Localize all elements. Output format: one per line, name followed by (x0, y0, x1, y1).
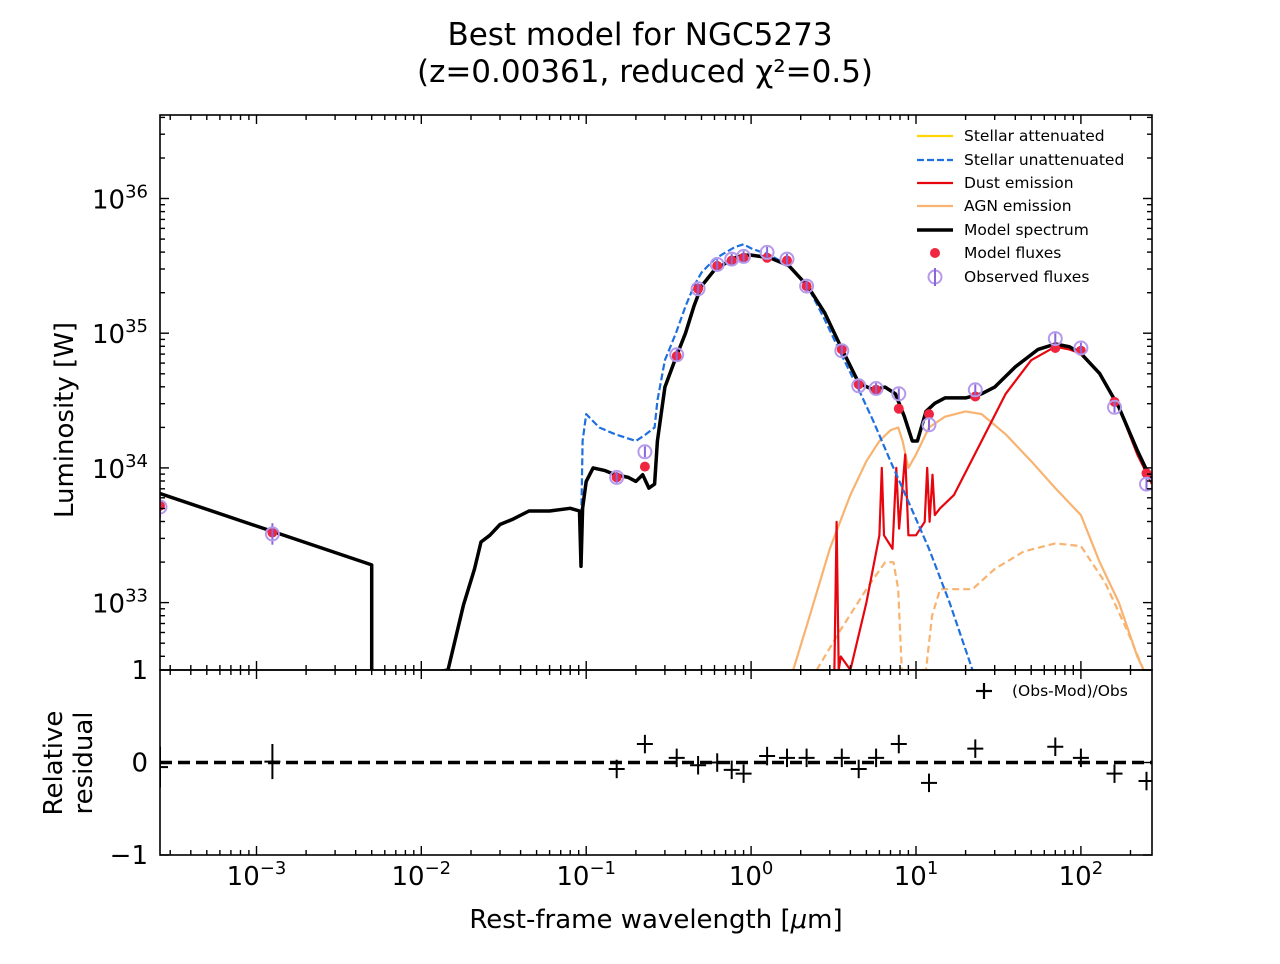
y-tick-label: 1036 (92, 182, 148, 216)
residual-plot-area (160, 734, 1152, 793)
observed-flux-point (1073, 340, 1089, 356)
model-flux-point (639, 461, 650, 472)
model-flux-point (893, 403, 904, 414)
chart-subtitle: (z=0.00361, reduced χ²=0.5) (417, 54, 873, 90)
y-tick-label: 1034 (92, 451, 148, 485)
y-tick-label: 1033 (92, 586, 148, 620)
observed-flux-point (709, 257, 725, 272)
observed-flux-point (851, 378, 867, 394)
y-tick-label: 1035 (92, 316, 148, 350)
observed-flux-point (690, 281, 706, 297)
legend-label-agn-emission: AGN emission (964, 197, 1072, 215)
y-axis-label: Luminosity [W] (50, 322, 80, 518)
stellar-unattenuated-line (579, 243, 974, 670)
observed-flux-point (921, 417, 937, 433)
observed-flux-point (868, 381, 884, 396)
residual-y-label-line1: Relative (39, 711, 69, 816)
observed-flux-point (967, 382, 983, 398)
model-spectrum-line (160, 253, 1152, 670)
x-tick-label: 10−2 (391, 858, 451, 892)
observed-flux-point (264, 526, 280, 542)
x-axis-label-mu: μ (790, 905, 808, 935)
x-axis-label-prefix: Rest-frame wavelength [ (469, 905, 790, 935)
legend-label-residual: (Obs-Mod)/Obs (1012, 682, 1128, 700)
legend-label-observed-fluxes: Observed fluxes (964, 268, 1089, 286)
residual-tick-label: 1 (131, 656, 148, 686)
legend-label-stellar-attenuated: Stellar attenuated (964, 127, 1105, 145)
observed-flux-point (160, 499, 168, 515)
x-tick-label: 10−3 (227, 858, 287, 892)
x-tick-label: 100 (729, 858, 774, 892)
legend-label-model-spectrum: Model spectrum (964, 221, 1089, 239)
observed-flux-point (1139, 476, 1152, 492)
observed-flux-point (637, 444, 653, 460)
x-tick-label: 102 (1059, 858, 1104, 892)
residual-y-label-line2: residual (69, 711, 99, 814)
agn-emission-dashed-line (815, 542, 1145, 670)
x-axis-label-suffix: m] (807, 905, 842, 935)
chart-title: Best model for NGC5273 (447, 17, 832, 53)
observed-flux-point (1047, 331, 1063, 347)
observed-flux-point (609, 469, 625, 485)
model-flux-point (1141, 468, 1152, 479)
x-tick-label: 10−1 (556, 858, 616, 892)
x-tick-label: 101 (894, 858, 939, 892)
observed-flux-point (799, 278, 815, 294)
observed-flux-point (759, 244, 775, 260)
observed-flux-point (779, 251, 795, 267)
residual-tick-label: −1 (110, 841, 148, 871)
observed-flux-point (834, 343, 850, 359)
agn-emission-line (792, 410, 1145, 670)
x-axis-label: Rest-frame wavelength [μm] (469, 905, 842, 935)
legend-label-stellar-unattenuated: Stellar unattenuated (964, 151, 1124, 169)
legend-label-dust-emission: Dust emission (964, 174, 1074, 192)
legend-label-model-fluxes: Model fluxes (964, 244, 1061, 262)
axis-ticks: 10−3 10−2 10−1 100 101 102103310341035103610−… (92, 115, 1152, 892)
model-flux-point (924, 409, 934, 420)
observed-flux-point (1107, 399, 1122, 415)
observed-flux-point (891, 386, 907, 402)
residual-tick-label: 0 (131, 749, 148, 779)
upper-plot-area (160, 243, 1152, 670)
legend: Stellar attenuated Stellar unattenuated … (917, 127, 1128, 700)
observed-flux-point (669, 347, 685, 363)
legend-swatch-model-fluxes (930, 248, 940, 258)
observed-flux-point (736, 248, 752, 264)
dust-emission-line (833, 345, 1152, 670)
